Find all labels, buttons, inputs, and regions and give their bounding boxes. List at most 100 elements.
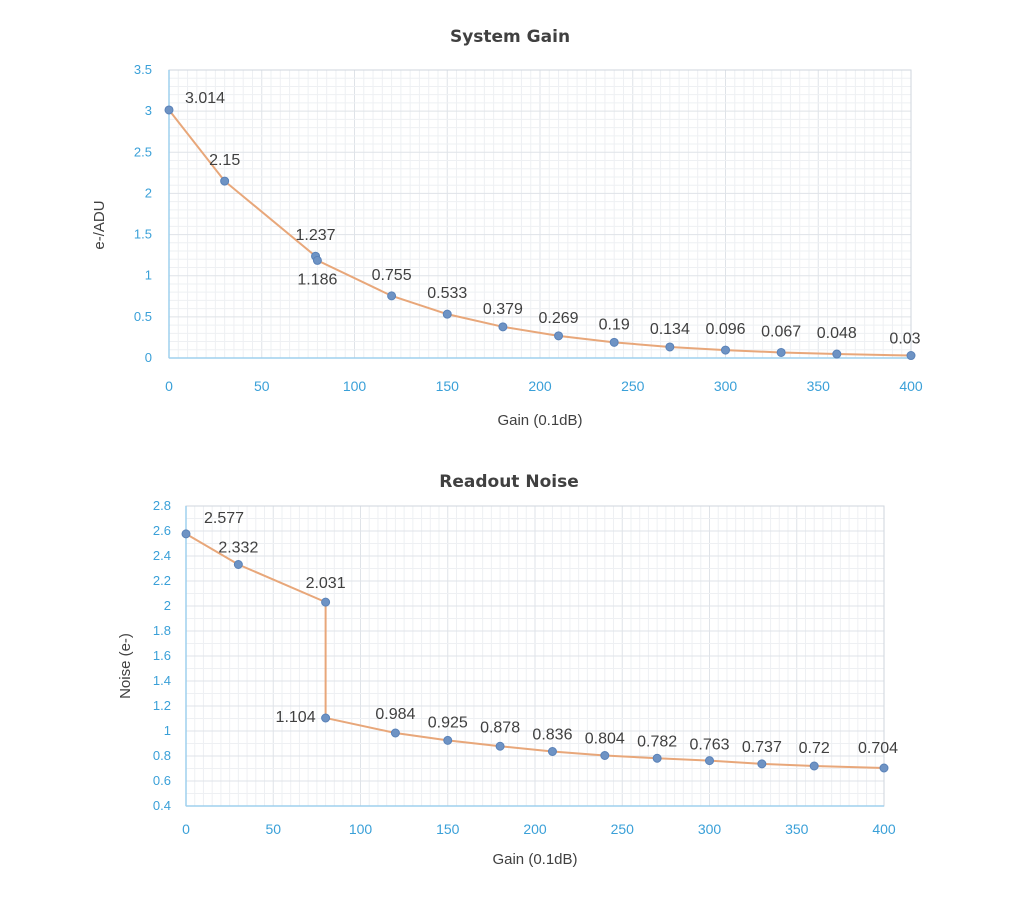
data-point [832,349,842,359]
data-point [164,105,174,115]
data-label: 0.096 [705,321,745,338]
grid [185,505,885,807]
data-point [220,176,230,186]
y-tick-label: 2.4 [153,548,171,563]
data-label: 0.067 [761,323,801,340]
series [164,105,916,361]
y-tick-label: 2.8 [153,498,171,513]
data-point [443,735,453,745]
data-label: 0.836 [532,727,572,744]
data-point [321,597,331,607]
data-label: 2.332 [218,540,258,557]
y-tick-label: 0.8 [153,748,171,763]
x-tick-labels: 0 50 100 150 200 250 300 350 400 [182,821,896,837]
x-tick-label: 0 [182,821,190,837]
y-tick-label: 1.4 [153,673,171,688]
data-label: 0.048 [817,325,857,342]
data-label: 0.763 [689,737,729,754]
data-point [321,713,331,723]
data-label: 0.19 [599,316,630,333]
y-axis-label: Noise (e-) [117,633,134,699]
data-point [233,560,243,569]
y-tick-label: 1.2 [153,698,171,713]
data-label: 0.737 [742,739,782,756]
data-label: 2.031 [306,575,346,592]
data-label: 0.925 [428,714,468,731]
data-label: 0.03 [889,331,920,348]
readout-noise-chart: Readout Noise 0.4 0.6 0.8 1 1.2 1.4 1.6 1.8 2 2.2… [117,472,898,868]
data-point [776,347,786,357]
data-label: 0.269 [539,310,579,327]
y-tick-label: 3 [145,103,152,118]
data-label: 0.804 [585,731,625,748]
data-label: 1.237 [296,227,336,244]
x-axis-label: Gain (0.1dB) [497,412,582,429]
axes [168,70,911,359]
data-point [498,322,508,332]
y-tick-label: 1.8 [153,623,171,638]
y-tick-label: 2.2 [153,573,171,588]
grid [168,69,912,359]
x-tick-label: 350 [785,821,809,837]
x-tick-label: 150 [436,821,460,837]
data-point [387,291,397,301]
y-tick-labels: 0.4 0.6 0.8 1 1.2 1.4 1.6 1.8 2 2.2 2.4 2.6 2.8 [153,498,171,813]
data-label: 0.379 [483,301,523,318]
y-tick-labels: 0 0.5 1 1.5 2 2.5 3 3.5 [134,62,152,365]
x-tick-label: 400 [899,378,923,394]
y-tick-label: 1.6 [153,648,171,663]
y-tick-label: 0.5 [134,309,152,324]
data-label: 0.782 [637,733,677,750]
y-tick-label: 0.6 [153,773,171,788]
data-label: 3.014 [185,90,225,107]
data-point [600,751,610,760]
data-label: 0.533 [427,285,467,302]
data-label: 0.984 [375,706,415,723]
x-tick-label: 300 [698,821,722,837]
data-point [181,529,191,539]
data-point [652,753,662,763]
data-point [390,728,400,738]
x-tick-label: 150 [436,378,460,394]
y-tick-label: 1 [164,723,171,738]
system-gain-chart: System Gain 0 0.5 1 1.5 2 2.5 3 3.5 0 50 100 150 20… [91,27,923,429]
data-labels: 2.577 2.332 2.031 1.104 0.984 0.925 0.878 0.836… [204,510,898,757]
y-tick-label: 1.5 [134,227,152,242]
y-tick-label: 2 [145,185,152,200]
data-point [879,763,889,773]
x-tick-label: 400 [872,821,896,837]
data-point [665,342,675,352]
x-tick-label: 200 [523,821,547,837]
axes [185,506,884,807]
chart-title: Readout Noise [439,472,578,492]
data-label: 0.704 [858,740,898,757]
x-tick-label: 200 [528,378,552,394]
x-tick-label: 100 [349,821,373,837]
x-tick-label: 0 [165,378,173,394]
data-point [547,747,557,756]
data-label: 2.15 [209,152,240,169]
x-axis-label: Gain (0.1dB) [492,851,577,868]
data-labels: 3.014 2.15 1.237 1.186 0.755 0.533 0.379 0.269 0… [185,90,921,348]
y-tick-label: 2.5 [134,144,152,159]
data-label: 0.755 [372,267,412,284]
x-tick-labels: 0 50 100 150 200 250 300 350 400 [165,378,923,394]
data-point [495,741,505,751]
data-point [442,309,452,319]
data-label: 1.104 [276,709,316,726]
data-point [721,345,730,355]
data-point [906,351,916,361]
x-tick-label: 100 [343,378,367,394]
data-label: 0.134 [650,321,690,338]
x-tick-label: 250 [621,378,645,394]
x-tick-label: 50 [265,821,281,837]
data-point [809,761,819,771]
data-point [609,337,619,347]
data-label: 0.72 [799,740,830,757]
y-tick-label: 2 [164,598,171,613]
data-point [312,255,322,265]
data-label: 0.878 [480,719,520,736]
y-tick-label: 2.6 [153,523,171,538]
data-point [757,759,767,769]
